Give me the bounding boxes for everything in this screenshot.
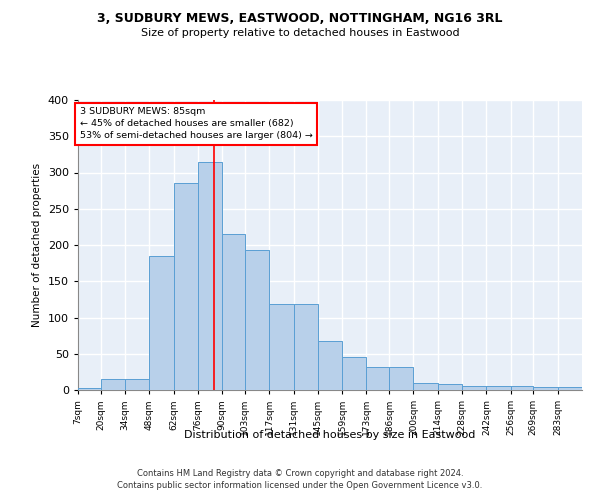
Bar [149,256,173,390]
Bar [125,379,149,390]
Bar [389,367,413,390]
Bar [78,388,101,390]
Text: Distribution of detached houses by size in Eastwood: Distribution of detached houses by size … [184,430,476,440]
Bar [245,250,269,390]
Bar [101,379,125,390]
Text: Size of property relative to detached houses in Eastwood: Size of property relative to detached ho… [140,28,460,38]
Bar [487,386,511,390]
Bar [342,358,367,390]
Text: 3 SUDBURY MEWS: 85sqm
← 45% of detached houses are smaller (682)
53% of semi-det: 3 SUDBURY MEWS: 85sqm ← 45% of detached … [80,108,313,140]
Bar [173,184,198,390]
Bar [533,387,557,390]
Bar [269,304,293,390]
Text: Contains HM Land Registry data © Crown copyright and database right 2024.: Contains HM Land Registry data © Crown c… [137,468,463,477]
Y-axis label: Number of detached properties: Number of detached properties [32,163,42,327]
Bar [293,304,318,390]
Bar [438,384,462,390]
Bar [511,386,533,390]
Bar [222,234,245,390]
Bar [198,162,222,390]
Text: Contains public sector information licensed under the Open Government Licence v3: Contains public sector information licen… [118,481,482,490]
Bar [367,367,389,390]
Bar [413,383,438,390]
Bar [318,340,342,390]
Text: 3, SUDBURY MEWS, EASTWOOD, NOTTINGHAM, NG16 3RL: 3, SUDBURY MEWS, EASTWOOD, NOTTINGHAM, N… [97,12,503,26]
Bar [462,386,487,390]
Bar [557,387,582,390]
